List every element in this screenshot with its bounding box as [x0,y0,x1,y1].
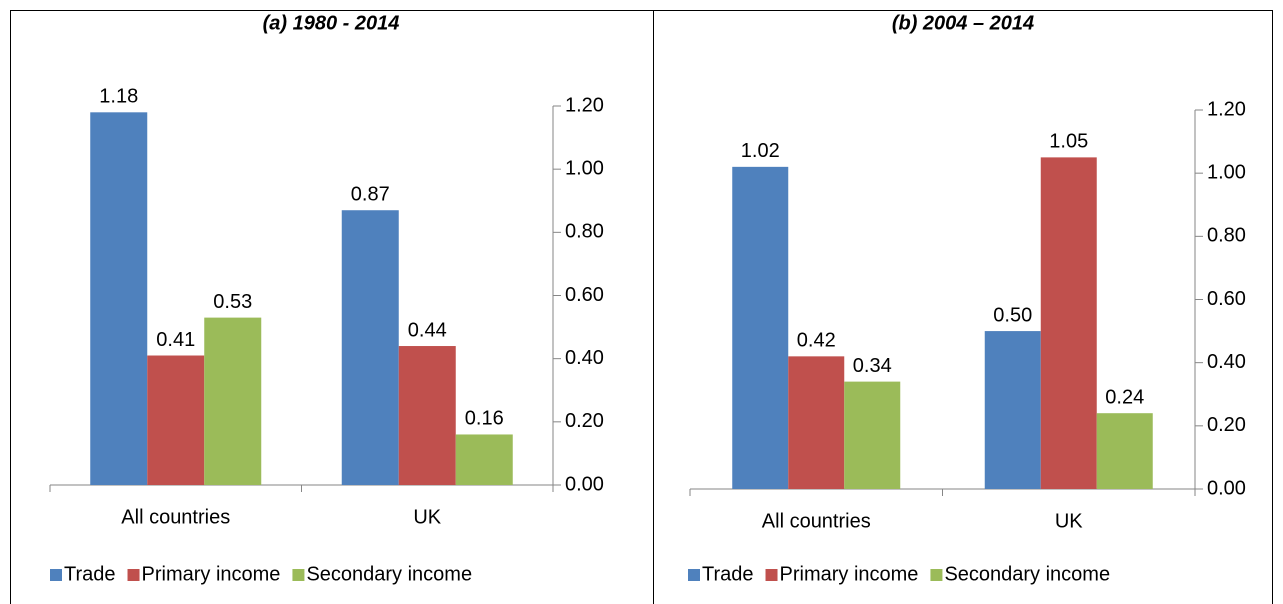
data-label: 1.18 [99,86,138,108]
y-tick-label: 0.60 [565,284,604,306]
bar [788,356,845,489]
y-tick-label: 0.20 [1207,414,1246,436]
data-label: 0.50 [993,304,1032,326]
data-label: 0.87 [351,184,390,206]
bar [90,112,148,486]
data-label: 0.44 [408,319,447,341]
y-tick-label: 0.80 [565,221,604,243]
x-tick-label: UK [1055,510,1083,532]
x-tick-label: All countries [121,506,230,528]
bar [455,434,513,485]
legend-label: Trade [64,563,116,585]
legend-swatch [765,569,778,581]
y-tick-label: 1.20 [565,94,604,116]
data-label: 0.42 [797,330,836,352]
data-label: 0.16 [465,408,504,430]
legend-label: Primary income [780,563,919,585]
legend-swatch [688,569,700,581]
bar [732,166,789,489]
frame [10,10,1273,604]
data-label: 1.02 [741,140,780,162]
legend-label: Secondary income [944,563,1110,585]
data-label: 1.05 [1049,131,1088,153]
data-label: 0.34 [853,355,892,377]
legend-swatch [50,569,62,581]
y-tick-label: 0.00 [1207,477,1246,499]
bar [398,346,456,485]
bar [984,331,1041,489]
y-tick-label: 1.00 [1207,161,1246,183]
bar [844,381,901,489]
y-tick-label: 1.20 [1207,98,1246,120]
legend-swatch [127,569,140,581]
bar [341,210,399,485]
y-tick-label: 0.00 [565,473,604,495]
legend-label: Primary income [142,563,281,585]
data-label: 0.53 [213,291,252,313]
chart-title: (b) 2004 – 2014 [892,12,1034,34]
x-tick-label: All countries [762,510,871,532]
y-tick-label: 1.00 [565,157,604,179]
y-tick-label: 0.40 [565,347,604,369]
bar [1040,157,1097,489]
legend-label: Trade [702,563,754,585]
x-tick-label: UK [413,506,441,528]
chart-title: (a) 1980 - 2014 [263,12,400,34]
legend-label: Secondary income [306,563,472,585]
bar [204,317,262,485]
bar [1096,413,1153,489]
bar [147,355,205,485]
y-tick-label: 0.80 [1207,225,1246,247]
y-tick-label: 0.20 [565,410,604,432]
legend-swatch [930,569,943,581]
y-tick-label: 0.40 [1207,351,1246,373]
legend-swatch [292,569,305,581]
data-label: 0.41 [156,329,195,351]
data-label: 0.24 [1105,386,1144,408]
y-tick-label: 0.60 [1207,288,1246,310]
